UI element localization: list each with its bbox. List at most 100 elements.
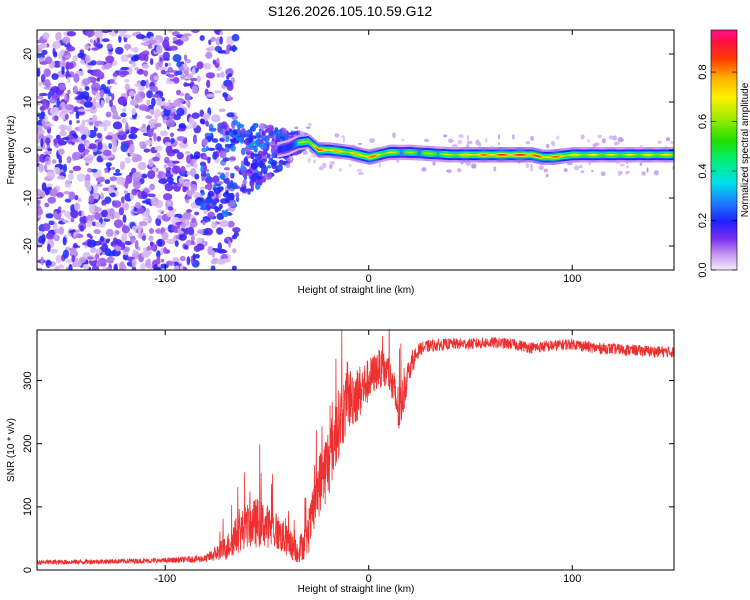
ridge-cell: [428, 152, 431, 155]
noise-blob: [154, 123, 159, 127]
heatmap-ytick-label: -10: [22, 190, 34, 206]
noise-blob: [111, 166, 116, 171]
noise-blob: [64, 55, 72, 59]
noise-blob: [79, 225, 85, 232]
ridge-cell: [566, 154, 568, 157]
noise-blob: [121, 118, 127, 124]
noise-blob: [113, 81, 118, 85]
noise-blob: [150, 97, 156, 107]
halo-dot: [299, 130, 305, 136]
ridge-cell: [653, 153, 656, 156]
noise-blob: [86, 233, 92, 238]
noise-blob: [62, 163, 68, 173]
noise-blob: [112, 172, 123, 176]
noise-blob: [108, 187, 114, 194]
ridge-cell: [612, 153, 615, 156]
ridge-cell: [408, 151, 410, 154]
noise-blob: [172, 37, 178, 42]
noise-blob: [96, 183, 104, 187]
ridge-cell: [622, 153, 624, 156]
noise-blob: [184, 59, 191, 64]
transition-blob: [205, 120, 210, 127]
noise-blob: [43, 68, 51, 78]
ridge-cell: [608, 153, 611, 156]
noise-blob: [56, 97, 61, 108]
colorbar-tick-label: 0.8: [697, 64, 709, 79]
ridge-cell: [533, 154, 535, 157]
noise-blob: [85, 86, 90, 91]
noise-blob: [205, 51, 213, 59]
ridge-cell: [672, 153, 674, 156]
noise-blob: [192, 65, 198, 69]
noise-blob: [103, 64, 113, 69]
halo-dot: [512, 133, 515, 140]
noise-blob: [191, 30, 200, 34]
noise-blob: [151, 156, 160, 162]
noise-blob: [73, 260, 83, 268]
noise-blob: [37, 210, 43, 216]
noise-blob: [149, 245, 157, 251]
transition-blob: [230, 145, 236, 152]
transition-blob: [271, 152, 277, 159]
noise-blob: [194, 173, 200, 180]
ridge-cell: [512, 153, 514, 156]
halo-dot: [471, 163, 477, 169]
noise-blob: [89, 39, 93, 44]
ridge-cell: [435, 153, 438, 155]
noise-blob: [147, 193, 156, 198]
transition-blob: [242, 179, 247, 186]
noise-blob: [104, 167, 109, 174]
transition-blob: [258, 160, 264, 169]
noise-blob: [219, 220, 229, 228]
ridge-cell: [641, 153, 643, 156]
noise-blob: [162, 51, 171, 60]
ridge-cell: [437, 150, 440, 158]
noise-blob: [95, 221, 101, 226]
ridge-cell: [586, 153, 588, 156]
noise-blob: [175, 39, 184, 46]
noise-blob: [191, 68, 196, 76]
noise-blob: [150, 196, 159, 207]
noise-blob: [183, 244, 189, 250]
snr-xtick-label: -100: [154, 573, 176, 585]
noise-blob: [205, 72, 216, 79]
noise-blob: [185, 239, 193, 246]
noise-blob: [114, 187, 118, 191]
noise-blob: [222, 92, 228, 98]
ridge-cell: [318, 149, 321, 151]
noise-blob: [85, 30, 95, 38]
ridge-cell: [619, 153, 621, 156]
noise-blob: [135, 154, 143, 162]
ridge-cell: [445, 153, 447, 156]
ridge-cell: [645, 153, 647, 156]
noise-blob: [184, 227, 189, 235]
colorbar-tick-label: 0.0: [697, 262, 709, 277]
halo-dot: [421, 167, 427, 172]
ridge-cell: [381, 153, 384, 155]
noise-blob: [50, 188, 58, 197]
ridge-cell: [604, 153, 607, 156]
noise-blob: [59, 130, 67, 137]
transition-blob: [212, 175, 220, 184]
noise-blob: [76, 119, 80, 124]
ridge-cell: [387, 152, 389, 154]
noise-blob: [67, 75, 71, 84]
ridge-cell: [347, 151, 349, 154]
transition-blob: [222, 191, 231, 198]
noise-blob: [167, 66, 174, 73]
ridge-cell: [373, 155, 376, 157]
noise-blob: [124, 180, 129, 189]
ridge-cell: [617, 153, 619, 156]
transition-blob: [236, 123, 245, 129]
halo-dot: [378, 162, 381, 168]
noise-blob: [131, 172, 142, 182]
noise-blob: [182, 211, 192, 221]
transition-blob: [213, 183, 217, 189]
noise-blob: [46, 183, 53, 189]
noise-blob: [46, 170, 56, 180]
halo-dot: [338, 168, 343, 172]
ridge-cell: [647, 153, 649, 156]
ridge-cell: [307, 140, 310, 143]
halo-dot: [646, 167, 649, 173]
noise-blob: [102, 38, 110, 43]
